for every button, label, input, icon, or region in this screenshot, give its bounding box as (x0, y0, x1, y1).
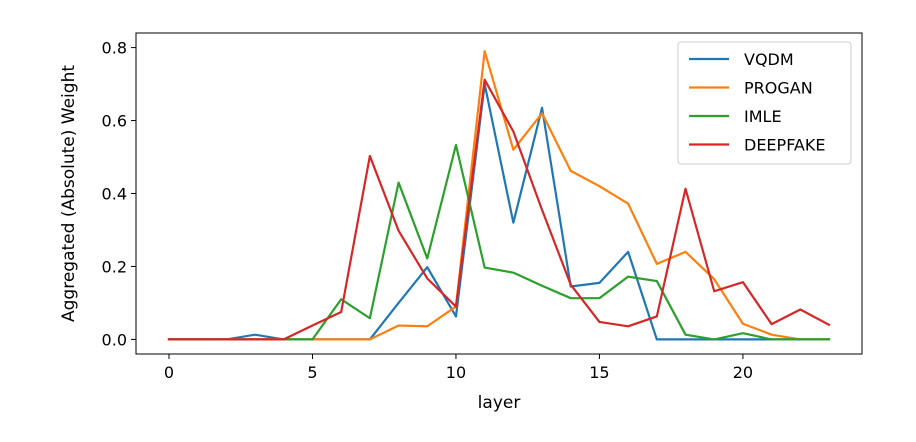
legend-frame (677, 41, 852, 165)
legend-label-imle: IMLE (744, 107, 782, 126)
legend-label-deepfake: DEEPFAKE (744, 136, 825, 155)
x-axis-ticks: 0 5 10 15 20 (164, 354, 753, 382)
legend-label-progan: PROGAN (744, 79, 813, 98)
y-tick-label: 0.2 (102, 257, 127, 276)
legend: VQDM PROGAN IMLE DEEPFAKE (677, 41, 852, 165)
y-axis-ticks: 0.0 0.2 0.4 0.6 0.8 (102, 39, 136, 349)
y-tick-label: 0.8 (102, 39, 127, 58)
series-line-deepfake (167, 78, 831, 341)
x-tick-label: 15 (589, 363, 609, 382)
x-tick-label: 0 (164, 363, 174, 382)
y-axis-label: Aggregated (Absolute) Weight (59, 65, 79, 322)
x-axis-label: layer (478, 393, 521, 413)
series-lines (167, 50, 831, 341)
x-tick-label: 10 (446, 363, 466, 382)
y-tick-label: 0.6 (102, 112, 127, 131)
y-tick-label: 0.4 (102, 185, 127, 204)
x-tick-label: 5 (307, 363, 317, 382)
y-tick-label: 0.0 (102, 330, 127, 349)
x-tick-label: 20 (733, 363, 753, 382)
legend-label-vqdm: VQDM (744, 50, 794, 69)
